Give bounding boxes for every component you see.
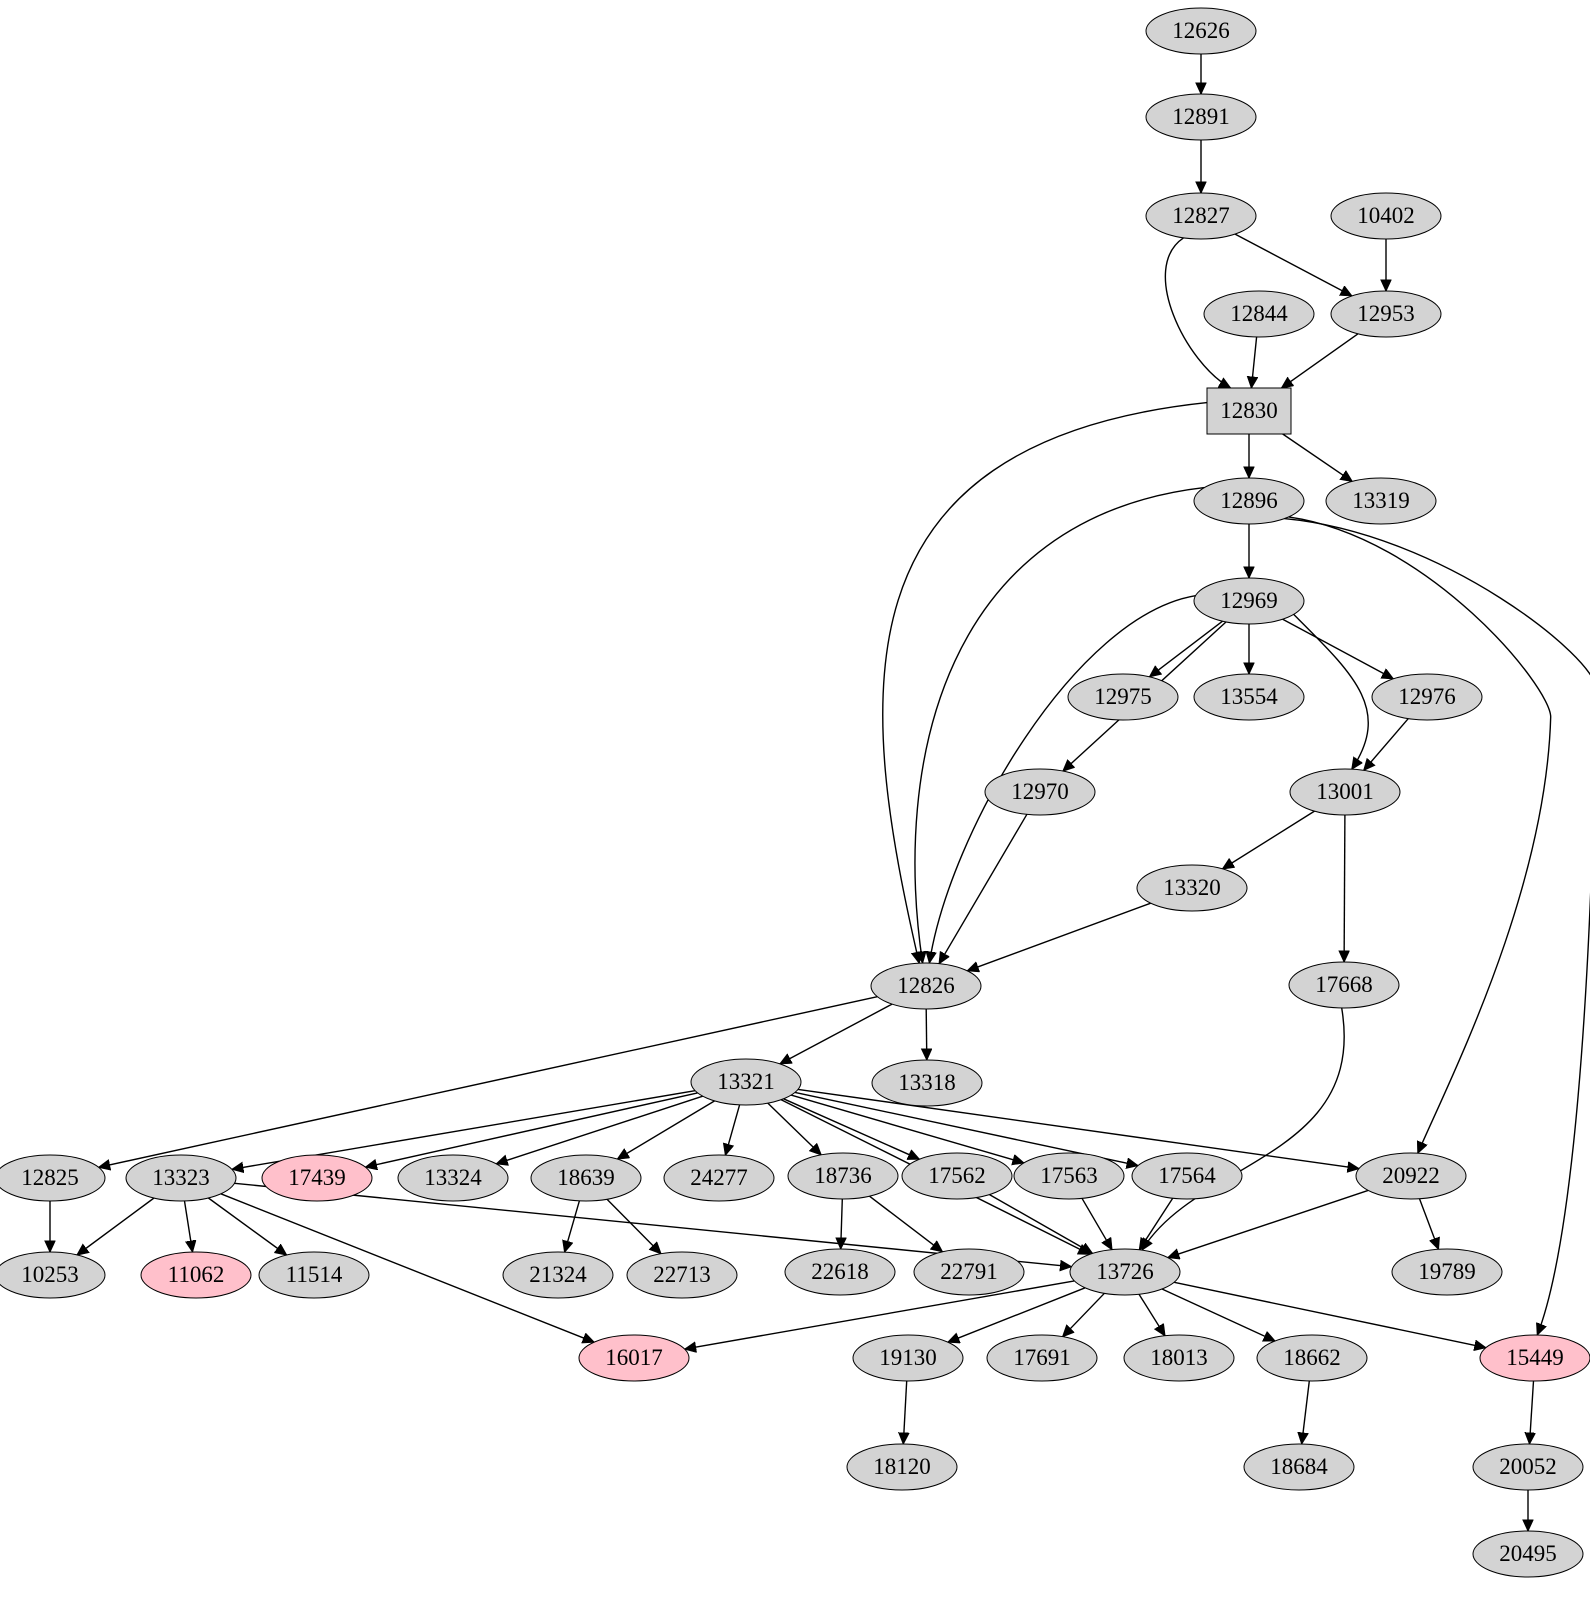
svg-text:17691: 17691: [1013, 1345, 1071, 1370]
svg-text:18736: 18736: [814, 1163, 872, 1188]
svg-text:10402: 10402: [1357, 203, 1415, 228]
svg-text:22713: 22713: [653, 1262, 711, 1287]
svg-text:12825: 12825: [21, 1165, 79, 1190]
svg-text:20052: 20052: [1499, 1454, 1557, 1479]
svg-text:20922: 20922: [1382, 1163, 1440, 1188]
svg-text:19789: 19789: [1418, 1259, 1476, 1284]
svg-text:17563: 17563: [1040, 1163, 1098, 1188]
svg-text:18013: 18013: [1150, 1345, 1208, 1370]
svg-text:13726: 13726: [1096, 1259, 1154, 1284]
svg-text:12975: 12975: [1094, 684, 1152, 709]
svg-text:19130: 19130: [879, 1345, 937, 1370]
svg-text:12844: 12844: [1230, 301, 1288, 326]
svg-text:18662: 18662: [1283, 1345, 1341, 1370]
svg-text:12827: 12827: [1172, 203, 1230, 228]
svg-text:13001: 13001: [1316, 779, 1374, 804]
svg-text:13319: 13319: [1352, 488, 1410, 513]
svg-text:12976: 12976: [1398, 684, 1456, 709]
svg-text:18684: 18684: [1270, 1454, 1328, 1479]
svg-text:21324: 21324: [529, 1262, 587, 1287]
svg-text:18639: 18639: [557, 1165, 615, 1190]
svg-text:17439: 17439: [288, 1165, 346, 1190]
svg-text:13323: 13323: [152, 1165, 210, 1190]
svg-text:10253: 10253: [21, 1262, 79, 1287]
svg-text:24277: 24277: [690, 1165, 748, 1190]
svg-text:13320: 13320: [1163, 875, 1221, 900]
svg-text:20495: 20495: [1499, 1541, 1557, 1566]
svg-text:17668: 17668: [1315, 972, 1373, 997]
svg-text:12953: 12953: [1357, 301, 1415, 326]
svg-text:22618: 22618: [811, 1259, 869, 1284]
svg-text:13324: 13324: [424, 1165, 482, 1190]
svg-text:13554: 13554: [1220, 684, 1278, 709]
svg-text:17564: 17564: [1158, 1163, 1216, 1188]
svg-text:22791: 22791: [940, 1259, 998, 1284]
svg-text:16017: 16017: [605, 1345, 663, 1370]
svg-text:12826: 12826: [897, 973, 955, 998]
svg-text:17562: 17562: [928, 1163, 986, 1188]
svg-text:11514: 11514: [286, 1262, 343, 1287]
svg-text:12891: 12891: [1172, 104, 1230, 129]
svg-text:12626: 12626: [1172, 18, 1230, 43]
svg-text:12969: 12969: [1220, 588, 1278, 613]
svg-text:11062: 11062: [168, 1262, 225, 1287]
svg-text:18120: 18120: [873, 1454, 931, 1479]
svg-text:12970: 12970: [1011, 779, 1069, 804]
svg-text:13318: 13318: [898, 1070, 956, 1095]
svg-text:12896: 12896: [1220, 488, 1278, 513]
svg-text:15449: 15449: [1506, 1345, 1564, 1370]
svg-text:13321: 13321: [717, 1069, 775, 1094]
svg-text:12830: 12830: [1220, 398, 1278, 423]
